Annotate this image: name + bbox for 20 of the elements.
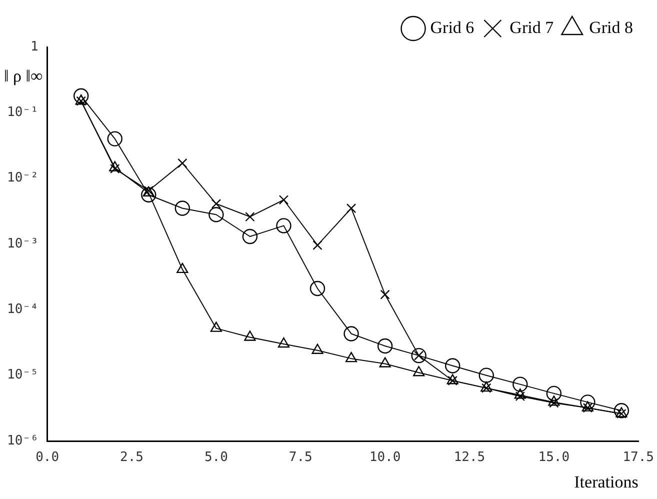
x-tick-label: 17.5 <box>622 450 654 466</box>
y-tick-label: 10⁻⁴ <box>6 302 38 318</box>
x-axis-title: Iterations <box>574 472 638 492</box>
x-tick-label: 5.0 <box>204 450 228 466</box>
x-tick-label: 7.5 <box>288 450 312 466</box>
x-tick-label: 2.5 <box>120 450 144 466</box>
y-tick-label: 10⁻² <box>6 170 38 186</box>
x-tick-label: 15.0 <box>538 450 570 466</box>
y-tick-label: 10⁻³ <box>6 236 38 252</box>
y-axis-title: ‖ ρ ‖∞ <box>4 66 43 86</box>
x-tick-label: 0.0 <box>36 450 60 466</box>
y-tick-label: 10⁻⁵ <box>6 368 38 383</box>
y-tick-label: 1 <box>30 39 38 54</box>
x-tick-label: 12.5 <box>454 450 486 466</box>
y-tick-label: 10⁻⁶ <box>6 433 38 448</box>
y-tick-label: 10⁻¹ <box>6 105 38 120</box>
legend-label: Grid 8 <box>589 18 634 37</box>
legend-label: Grid 6 <box>430 18 474 37</box>
legend-label: Grid 7 <box>510 18 554 37</box>
x-tick-label: 10.0 <box>369 450 401 466</box>
